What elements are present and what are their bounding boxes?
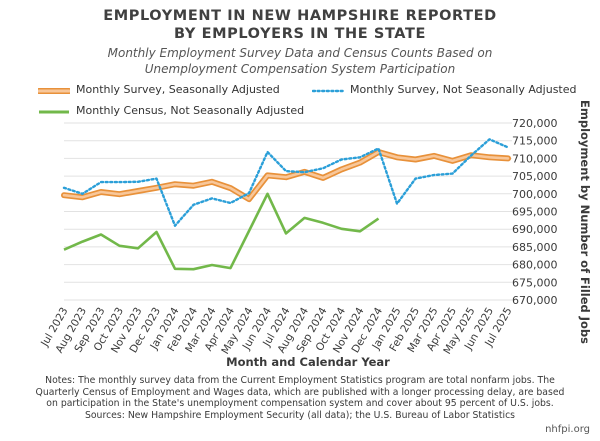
x-axis-label: Month and Calendar Year: [226, 355, 390, 369]
legend-label-not-seasonally-adjusted: Monthly Survey, Not Seasonally Adjusted: [350, 83, 577, 96]
y-tick-label: 690,000: [512, 223, 558, 236]
notes-line-2: Quarterly Census of Employment and Wages…: [35, 386, 565, 398]
gridlines: [64, 122, 512, 301]
y-tick-label: 720,000: [512, 117, 558, 130]
y-axis-label: Employment by Number of Filled Jobs: [578, 100, 592, 344]
y-tick-label: 680,000: [512, 259, 558, 272]
y-tick-label: 685,000: [512, 241, 558, 254]
y-tick-label: 700,000: [512, 188, 558, 201]
legend-swatch-seasonally-adjusted: [38, 88, 70, 94]
series-line-census: [63, 192, 380, 271]
legend-swatch-not-seasonally-adjusted: [312, 89, 344, 93]
y-tick-label: 715,000: [512, 135, 558, 148]
y-tick-label: 670,000: [512, 294, 558, 307]
y-tick-label: 695,000: [512, 206, 558, 219]
chart-title-line-1: EMPLOYMENT IN NEW HAMPSHIRE REPORTED: [103, 8, 497, 24]
sources-line: Sources: New Hampshire Employment Securi…: [84, 409, 516, 421]
legend-swatch-census: [39, 110, 69, 114]
series-line-not-seasonally-adjusted: [62, 138, 510, 227]
chart-subtitle-line-2: Unemployment Compensation System Partici…: [144, 62, 456, 76]
chart-title-line-2: BY EMPLOYERS IN THE STATE: [173, 26, 427, 42]
notes-line-3: on participation in the State's unemploy…: [46, 398, 554, 410]
y-tick-label: 710,000: [512, 152, 558, 165]
legend-label-census: Monthly Census, Not Seasonally Adjusted: [76, 104, 305, 117]
y-axis-tick-labels: 670,000 675,000 680,000 685,000 690,000 695,0…: [512, 117, 558, 307]
chart-subtitle-line-1: Monthly Employment Survey Data and Censu…: [107, 46, 493, 60]
legend-label-seasonally-adjusted: Monthly Survey, Seasonally Adjusted: [76, 83, 280, 96]
y-tick-label: 705,000: [512, 170, 558, 183]
chart-notes: Notes: The monthly survey data from the …: [0, 375, 600, 421]
site-url: nhfpi.org: [545, 424, 590, 435]
series-line-seasonally-adjusted-core: [62, 150, 510, 201]
y-tick-label: 675,000: [512, 276, 558, 289]
series-lines: [61, 138, 511, 271]
notes-line-1: Notes: The monthly survey data from the …: [45, 375, 555, 386]
